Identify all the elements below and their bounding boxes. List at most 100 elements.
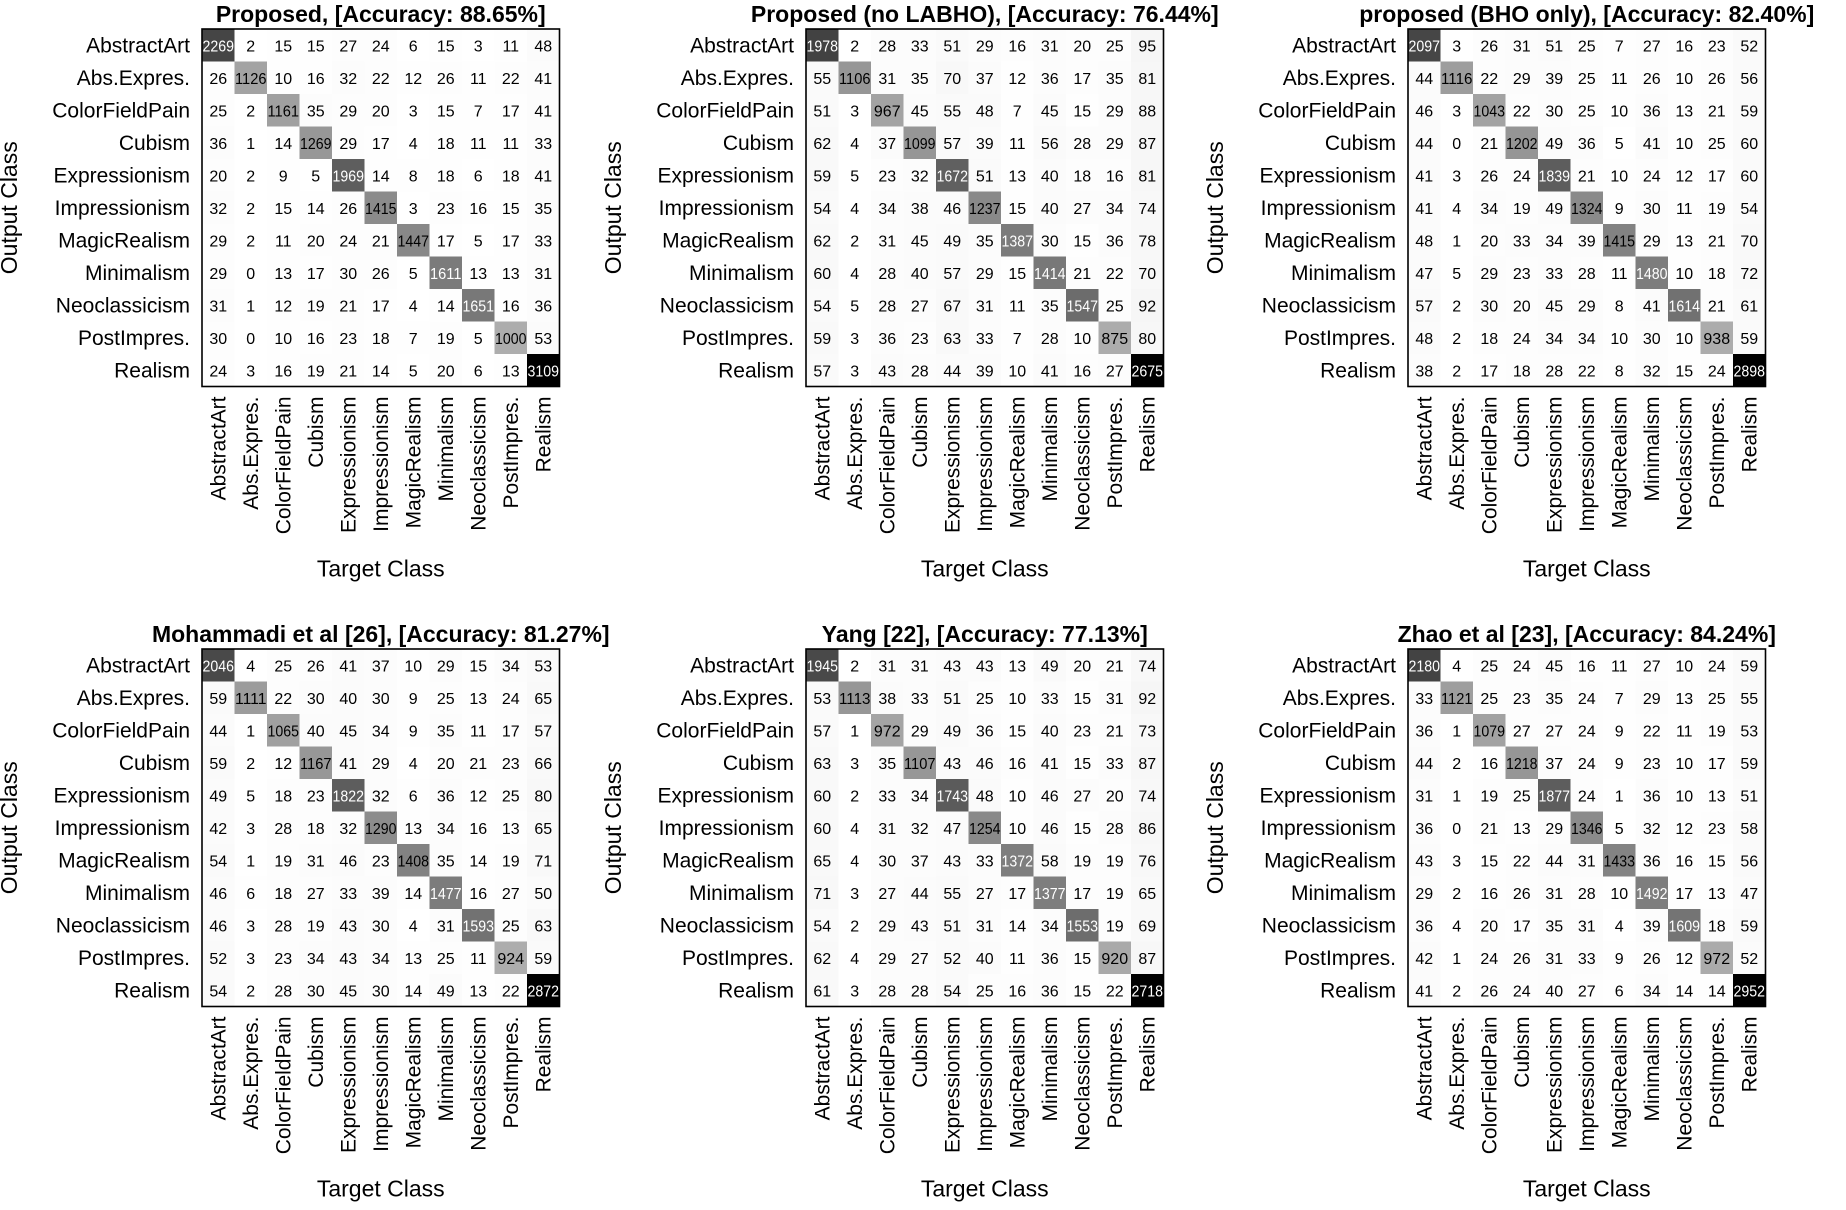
cell-value-label: 36 [1041, 951, 1059, 968]
heatmap-cell [1733, 681, 1766, 715]
heatmap-cell [1473, 746, 1506, 780]
cell-value-label: 1202 [1506, 136, 1538, 153]
cell-value-label: 2 [850, 788, 859, 805]
heatmap-cell [429, 714, 463, 747]
cell-value-label: 1111 [235, 691, 267, 708]
plot-frame [1407, 28, 1767, 388]
heatmap-cell [364, 941, 398, 975]
heatmap-cell [1538, 354, 1571, 387]
heatmap-cell [1570, 94, 1604, 127]
cell-value-label: 59 [813, 168, 831, 185]
cell-value-label: 48 [976, 788, 994, 805]
heatmap-cell [267, 256, 300, 290]
heatmap-cell [1440, 289, 1474, 322]
cell-value-label: 67 [943, 298, 961, 315]
heatmap-cell [1033, 224, 1067, 257]
heatmap-cell [1066, 94, 1099, 127]
heatmap-cell [838, 224, 872, 257]
heatmap-cell [267, 779, 300, 812]
cell-value-label: 62 [813, 233, 831, 250]
heatmap-cell [1473, 354, 1506, 387]
cell-value-label: 20 [1513, 298, 1531, 315]
heatmap-cell [1033, 29, 1067, 62]
cell-value-label: 1611 [430, 266, 462, 283]
cell-value-label: 0 [246, 331, 255, 348]
cell-value-label: 33 [534, 233, 552, 250]
heatmap-cell [234, 94, 268, 127]
heatmap-cell [364, 321, 398, 355]
heatmap-cell [1635, 61, 1669, 95]
cell-value-label: 36 [1578, 136, 1596, 153]
cell-value-label: 19 [274, 853, 292, 870]
cell-value-label: 59 [1740, 331, 1758, 348]
cell-value-label: 27 [1073, 201, 1091, 218]
cell-value-label: 2872 [528, 983, 560, 1000]
cell-value-label: 21 [339, 363, 357, 380]
y-tick-label: Abs.Expres. [77, 67, 190, 90]
cell-value-label: 20 [1480, 918, 1498, 935]
cell-value-label: 3 [246, 821, 255, 838]
cell-value-label: 51 [813, 103, 831, 120]
heatmap-cell [202, 191, 235, 225]
heatmap-cell [527, 289, 560, 322]
cell-value-label: 1107 [904, 756, 936, 773]
cell-value-label: 25 [976, 691, 994, 708]
heatmap-cell [202, 649, 235, 682]
cell-value-label: 16 [1578, 658, 1596, 675]
cell-value-label: 2 [246, 233, 255, 250]
heatmap-cell [1098, 354, 1132, 387]
cell-value-label: 35 [976, 233, 994, 250]
heatmap-cell [1033, 649, 1067, 682]
heatmap-cell [1505, 811, 1539, 845]
cell-value-label: 15 [1073, 691, 1091, 708]
cell-value-label: 41 [1415, 983, 1433, 1000]
cell-value-label: 6 [474, 363, 483, 380]
x-tick-label: ColorFieldPain [272, 1017, 295, 1155]
heatmap-cell [1001, 974, 1034, 1007]
heatmap-cell [397, 909, 430, 942]
cell-value-label: 25 [437, 691, 455, 708]
cell-value-label: 1 [246, 136, 255, 153]
cell-value-label: 26 [1513, 951, 1531, 968]
cell-value-label: 43 [943, 853, 961, 870]
cell-value-label: 33 [1106, 756, 1124, 773]
heatmap-cell [1066, 159, 1099, 192]
cell-value-label: 16 [469, 821, 487, 838]
heatmap-cell [1668, 191, 1701, 225]
heatmap-cell [1635, 811, 1669, 845]
heatmap-cell [1603, 941, 1636, 975]
cell-value-label: 26 [1480, 983, 1498, 1000]
cell-value-label: 18 [1480, 331, 1498, 348]
heatmap-cell [429, 256, 463, 290]
x-tick-label: PostImpres. [500, 397, 523, 509]
cell-value-label: 78 [1138, 233, 1156, 250]
heatmap-cell [364, 974, 398, 1007]
heatmap-cell [397, 94, 430, 127]
heatmap-cell [871, 61, 904, 95]
cell-value-label: 16 [1106, 168, 1124, 185]
x-tick-label: Impressionism [974, 1017, 997, 1152]
heatmap-cell [202, 224, 235, 257]
cell-value-label: 29 [1643, 233, 1661, 250]
cell-value-label: 1822 [333, 788, 365, 805]
cell-value-label: 15 [437, 103, 455, 120]
heatmap-cell [1635, 974, 1669, 1007]
cell-value-label: 36 [1415, 821, 1433, 838]
heatmap-cell [838, 289, 872, 322]
cell-value-label: 4 [409, 136, 418, 153]
x-tick-label: Minimalism [1039, 1017, 1062, 1122]
heatmap-cell [267, 811, 300, 845]
heatmap-cell [462, 94, 495, 127]
heatmap-cell [397, 746, 430, 780]
cell-value-label: 29 [1106, 136, 1124, 153]
cell-value-label: 88 [1138, 103, 1156, 120]
cell-value-label: 41 [534, 103, 552, 120]
cell-value-label: 39 [976, 136, 994, 153]
heatmap-cell [1408, 714, 1441, 747]
heatmap-cell [1131, 811, 1164, 845]
heatmap-cell [1033, 126, 1067, 160]
cell-value-label: 24 [1708, 658, 1726, 675]
cell-value-label: 17 [1513, 918, 1531, 935]
heatmap-cell [299, 61, 333, 95]
cell-value-label: 60 [813, 266, 831, 283]
